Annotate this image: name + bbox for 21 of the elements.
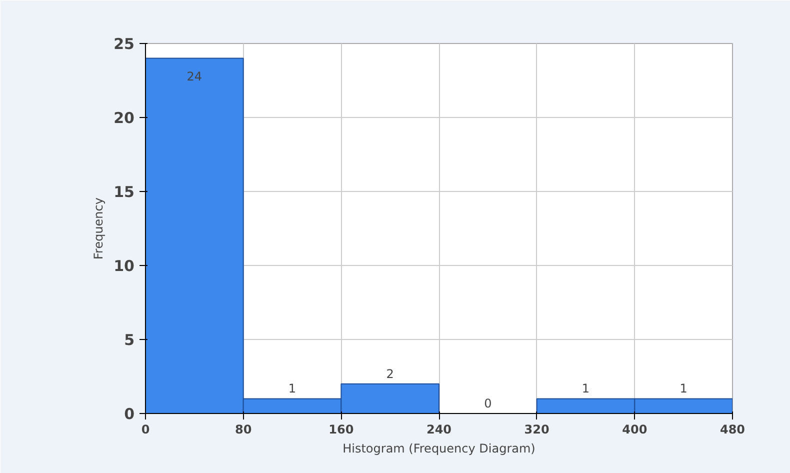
data-label: 1 xyxy=(288,382,296,396)
y-tick-label: 25 xyxy=(114,35,134,53)
y-tick-label: 20 xyxy=(114,109,134,127)
y-tick-label: 15 xyxy=(114,183,134,201)
data-label: 2 xyxy=(386,366,394,381)
data-label: 1 xyxy=(582,382,590,396)
x-tick-label: 400 xyxy=(622,422,648,436)
data-label: 0 xyxy=(484,396,492,410)
y-tick-label: 10 xyxy=(114,257,134,275)
data-label: 24 xyxy=(186,69,202,84)
x-tick-label: 320 xyxy=(524,422,550,436)
y-tick-label: 5 xyxy=(124,331,134,349)
x-tick-label: 0 xyxy=(141,422,150,436)
y-tick-label: 0 xyxy=(124,405,134,423)
x-tick-label: 80 xyxy=(234,422,252,436)
data-label: 1 xyxy=(680,382,688,396)
y-axis-title: Frequency xyxy=(92,197,106,260)
x-tick-label: 480 xyxy=(720,422,746,436)
x-tick-label: 160 xyxy=(328,422,354,436)
x-axis-title: Histogram (Frequency Diagram) xyxy=(342,442,536,456)
x-tick-label: 240 xyxy=(426,422,452,436)
